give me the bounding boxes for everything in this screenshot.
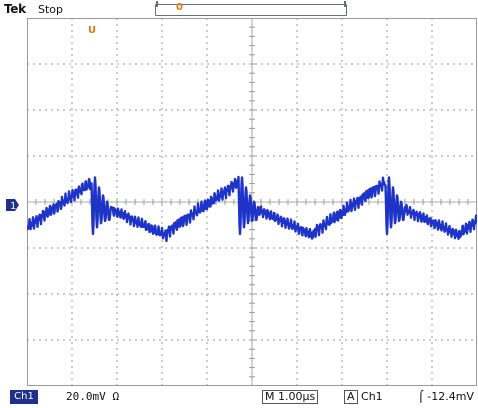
ch1-waveform [26,175,478,243]
graticule [26,17,478,387]
trigger-level-readout: ⌠ -12.4mV [418,390,474,403]
ground-marker-label: 1 [10,201,16,212]
timebase-value: M 1.00μs [262,390,319,404]
settings-readout: Ch1 20.0mV Ω M 1.00μs A Ch1 ⌠ -12.4mV [0,386,478,408]
oscilloscope-screen [26,17,478,387]
brand-logo: Tek [4,2,26,16]
channel-badge: Ch1 [10,390,38,404]
volts-per-div: 20.0mV Ω [66,390,119,403]
trigger-slope-icon: ⌠ [418,390,424,403]
trigger-level: -12.4mV [427,390,474,403]
trigger-position-marker: U [88,25,97,36]
waveform-display [26,17,478,387]
memory-position-marker: 0 [176,2,183,13]
trigger-source-readout: A Ch1 [344,390,383,404]
status-header: Tek Stop 0 [0,0,478,20]
ground-reference-marker: 1 [6,197,20,212]
timebase-readout: M 1.00μs [262,390,319,404]
acquisition-status: Stop [38,3,64,16]
record-length-window [155,1,347,16]
trigger-source: Ch1 [361,390,383,403]
trigger-mode: A [344,390,358,404]
